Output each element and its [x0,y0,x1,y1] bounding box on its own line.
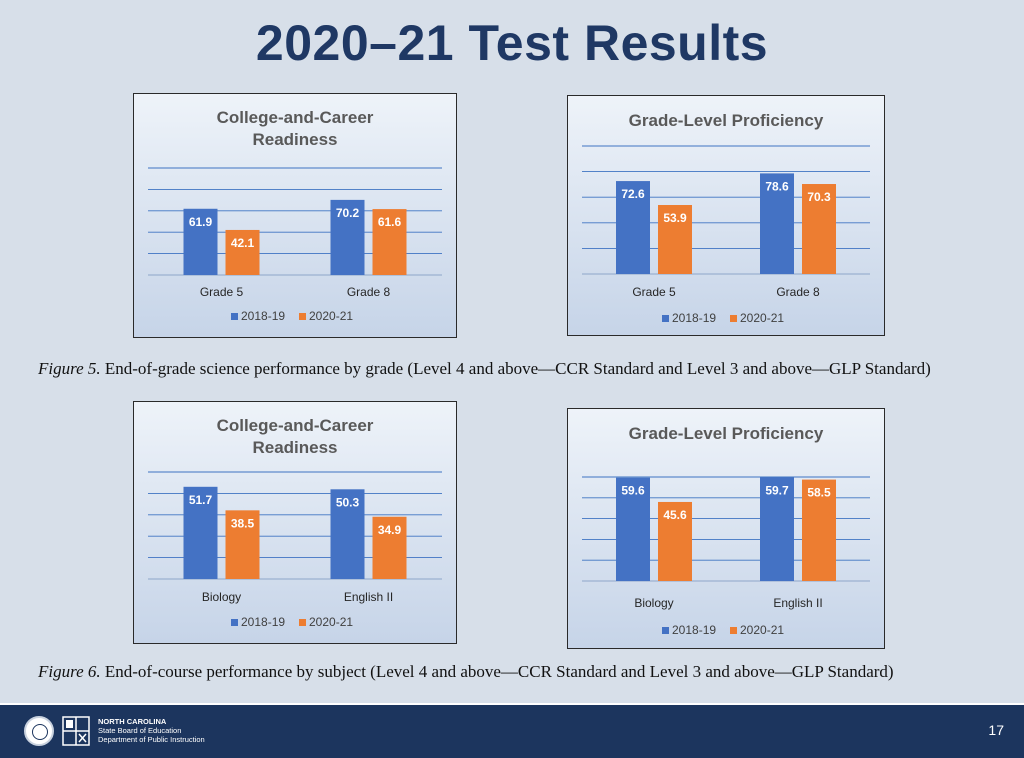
chart-3-bar-1-1 [802,479,836,581]
chart-svg-glp-science: Grade-Level Proficiency 72.6 53.9 Grade 5 78… [582,111,870,325]
chart-2-bar-0-0 [183,486,218,579]
chart-svg-ccr-science: College-and-Career Readiness 61.9 42.1 Grade… [148,108,442,323]
dpi-logo-icon [62,716,90,746]
chart-1-title-line-0: Grade-Level Proficiency [629,111,824,130]
chart-0-bar-label-1-1: 61.6 [378,215,402,229]
chart-1-bar-label-1-1: 70.3 [807,190,831,204]
footer-bar [0,705,1024,758]
chart-2-bar-label-1-0: 38.5 [231,516,255,530]
page-number: 17 [988,722,1004,738]
chart-2-title-line-1: Readiness [252,438,337,457]
chart-svg-glp-course: Grade-Level Proficiency 59.6 45.6 Biology 59… [582,424,870,637]
chart-1-legend-swatch-1 [730,315,737,322]
chart-panel-glp-science: Grade-Level Proficiency 72.6 53.9 Grade 5 78… [567,95,885,336]
footer-divider [0,703,1024,706]
chart-2-bar-1-1 [372,516,407,579]
chart-0-legend-label-1: 2020-21 [309,309,353,323]
chart-0-bar-label-0-0: 61.9 [189,215,213,229]
chart-0-category-label-1: Grade 8 [347,285,391,299]
chart-3-bar-0-0 [616,477,650,581]
state-seal-icon [24,716,54,746]
chart-3-legend-swatch-1 [730,627,737,634]
org-line-2: State Board of Education [98,726,182,735]
chart-1-category-label-0: Grade 5 [632,285,676,299]
chart-3-bar-0-1 [760,477,794,581]
chart-2-bar-label-0-1: 50.3 [336,495,360,509]
chart-3-bar-label-1-1: 58.5 [807,486,831,500]
chart-1-bar-1-1 [802,184,836,274]
chart-panel-glp-course: Grade-Level Proficiency 59.6 45.6 Biology 59… [567,408,885,649]
chart-0-bar-1-1 [372,209,407,275]
chart-3-legend-label-1: 2020-21 [740,623,784,637]
chart-2-legend-label-1: 2020-21 [309,615,353,629]
slide-title: 2020–21 Test Results [255,15,769,71]
chart-0-legend-label-0: 2018-19 [241,309,285,323]
chart-2-legend-label-0: 2018-19 [241,615,285,629]
chart-2-bar-1-0 [225,510,260,579]
chart-2-category-label-0: Biology [202,590,241,604]
chart-2-bar-label-1-1: 34.9 [378,523,402,537]
chart-3-bar-1-0 [658,501,692,581]
caption-figure-6-text: End-of-course performance by subject (Le… [100,662,894,681]
chart-0-title-line-1: Readiness [252,130,337,149]
caption-figure-6-label: Figure 6. [38,662,101,681]
chart-3-title-line-0: Grade-Level Proficiency [629,424,824,443]
chart-1-legend-label-1: 2020-21 [740,311,784,325]
chart-panel-ccr-science: College-and-Career Readiness 61.9 42.1 Grade… [133,93,457,338]
chart-3-bar-label-0-0: 59.6 [621,484,645,498]
chart-0-bar-0-1 [330,199,365,275]
chart-1-bar-0-1 [760,173,794,274]
chart-0-bar-1-0 [225,229,260,275]
chart-1-bar-0-0 [616,181,650,274]
chart-3-category-label-1: English II [773,596,822,610]
chart-1-bar-label-0-1: 78.6 [765,179,789,193]
caption-figure-6: Figure 6. End-of-course performance by s… [38,660,998,684]
chart-1-bar-1-0 [658,205,692,274]
chart-2-legend-swatch-1 [299,619,306,626]
chart-3-legend-label-0: 2018-19 [672,623,716,637]
caption-figure-5-label: Figure 5. [38,359,101,378]
chart-1-legend-swatch-0 [662,315,669,322]
org-line-3: Department of Public Instruction [98,735,205,744]
chart-2-bar-0-1 [330,489,365,579]
org-line-1: NORTH CAROLINA [98,717,167,726]
chart-2-bar-label-0-0: 51.7 [189,493,213,507]
chart-3-category-label-0: Biology [634,596,673,610]
chart-1-category-label-1: Grade 8 [776,285,820,299]
chart-0-legend-swatch-0 [231,313,238,320]
chart-3-bar-label-0-1: 59.7 [765,484,789,498]
chart-0-bar-label-1-0: 42.1 [231,236,255,250]
chart-0-title-line-0: College-and-Career [217,108,374,127]
chart-svg-ccr-course: College-and-Career Readiness 51.7 38.5 Biolo… [148,416,442,629]
caption-figure-5-text: End-of-grade science performance by grad… [100,359,931,378]
org-name: NORTH CAROLINA State Board of Education … [98,717,205,744]
chart-0-bar-label-0-1: 70.2 [336,206,360,220]
chart-2-title-line-0: College-and-Career [217,416,374,435]
chart-3-legend-swatch-0 [662,627,669,634]
chart-panel-ccr-course: College-and-Career Readiness 51.7 38.5 Biolo… [133,401,457,644]
chart-1-bar-label-1-0: 53.9 [663,211,687,225]
chart-0-legend-swatch-1 [299,313,306,320]
chart-3-bar-label-1-0: 45.6 [663,508,687,522]
chart-2-category-label-1: English II [344,590,393,604]
chart-1-legend-label-0: 2018-19 [672,311,716,325]
chart-0-category-label-0: Grade 5 [200,285,244,299]
caption-figure-5: Figure 5. End-of-grade science performan… [38,357,998,381]
chart-1-bar-label-0-0: 72.6 [621,187,645,201]
chart-0-bar-0-0 [183,208,218,275]
chart-2-legend-swatch-0 [231,619,238,626]
